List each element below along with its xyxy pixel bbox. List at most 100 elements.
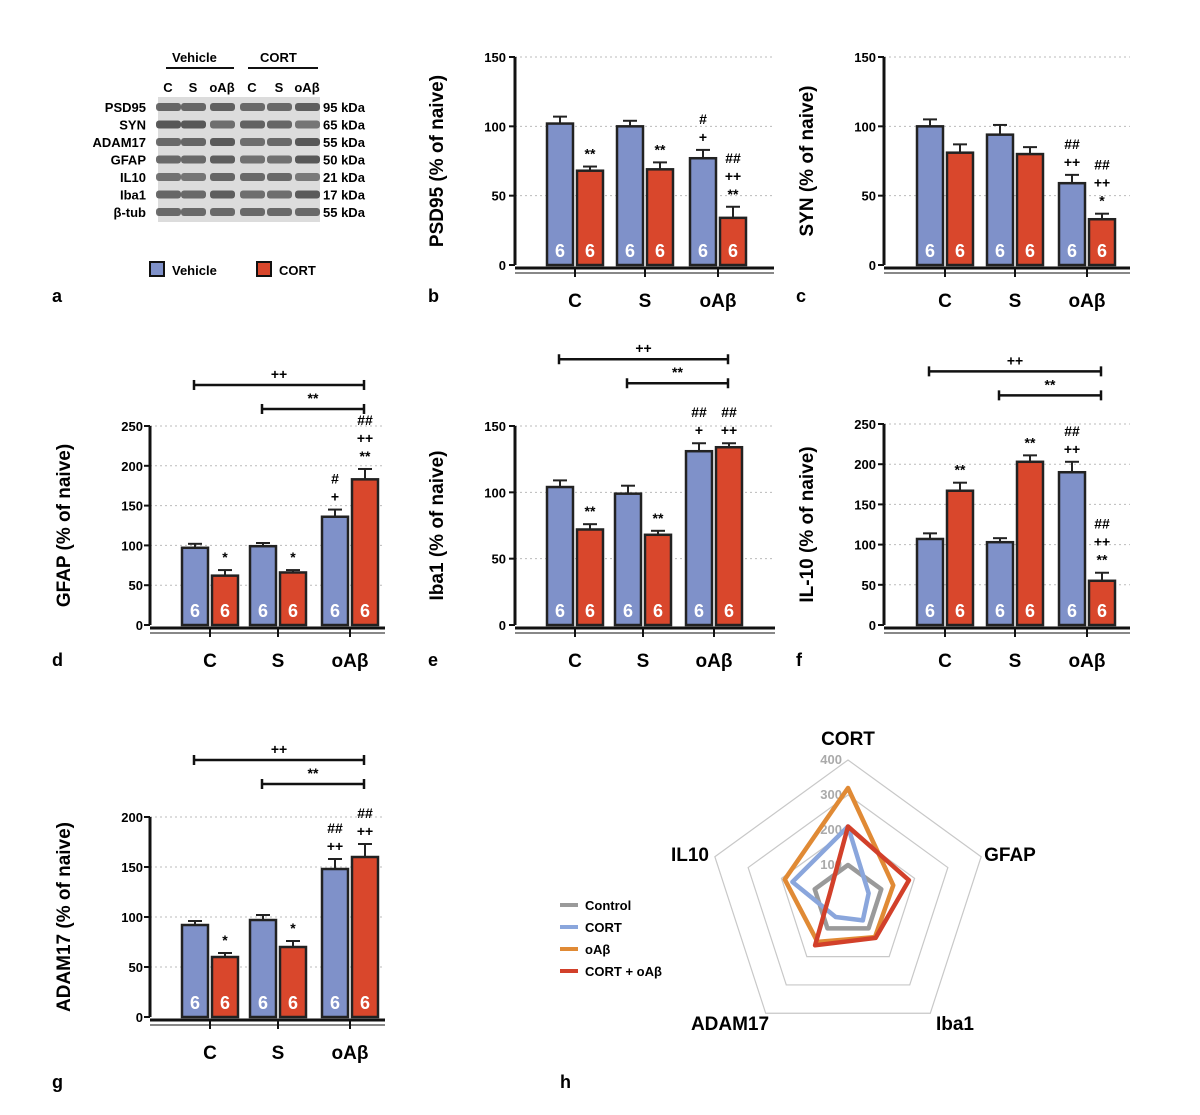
significance-label: ++ [327, 838, 343, 854]
blot-band [210, 103, 235, 111]
bar [350, 478, 380, 627]
x-tick-label: oAβ [1069, 291, 1106, 312]
x-tick-label: C [568, 651, 582, 672]
radar-legend-label: Control [585, 898, 631, 913]
bar [575, 528, 605, 627]
sample-size-label: 6 [728, 241, 738, 261]
x-tick-label: S [272, 651, 285, 672]
sample-size-label: 6 [995, 241, 1005, 261]
blot-band [240, 120, 265, 129]
x-tick-label: oAβ [696, 651, 733, 672]
significance-label: * [290, 549, 296, 565]
blot-protein-label: PSD95 [105, 100, 146, 115]
sample-size-label: 6 [288, 993, 298, 1013]
radar-legend-label: oAβ [585, 942, 610, 957]
significance-label: ## [327, 820, 343, 836]
blot-band [210, 138, 235, 146]
y-tick-label: 200 [121, 810, 143, 825]
y-tick-label: 150 [121, 499, 143, 514]
bracket-label: ++ [635, 340, 651, 356]
x-tick-label: S [639, 291, 652, 312]
sample-size-label: 6 [955, 601, 965, 621]
y-tick-label: 100 [854, 538, 876, 553]
radar-ring [747, 794, 949, 986]
significance-label: * [1099, 193, 1105, 209]
y-tick-label: 200 [854, 457, 876, 472]
blot-band [295, 190, 320, 199]
y-tick-label: 100 [121, 910, 143, 925]
y-tick-label: 0 [499, 258, 506, 273]
bar [248, 918, 278, 1019]
sample-size-label: 6 [925, 241, 935, 261]
sample-size-label: 6 [694, 601, 704, 621]
panel-label-b: b [428, 286, 439, 306]
bar [320, 515, 350, 627]
x-tick-label: C [203, 651, 217, 672]
sample-size-label: 6 [555, 241, 565, 261]
sample-size-label: 6 [555, 601, 565, 621]
significance-label: ++ [725, 168, 741, 184]
y-tick-label: 50 [492, 552, 506, 567]
blot-band [181, 103, 206, 111]
bar [915, 537, 945, 627]
y-tick-label: 250 [121, 419, 143, 434]
bar [575, 169, 605, 267]
radar-ring [714, 759, 982, 1014]
y-tick-label: 50 [129, 960, 143, 975]
significance-label: ## [691, 404, 707, 420]
y-tick-label: 200 [121, 459, 143, 474]
x-tick-label: S [1009, 651, 1022, 672]
blot-band [210, 208, 235, 216]
legend-label-cort: CORT [279, 263, 316, 278]
significance-label: * [222, 932, 228, 948]
bar [945, 489, 975, 627]
blot-band [181, 208, 206, 216]
sample-size-label: 6 [955, 241, 965, 261]
blot-band [267, 120, 292, 129]
significance-label: ** [653, 510, 664, 526]
bar [1057, 181, 1087, 267]
bar [350, 855, 380, 1019]
bracket-label: ** [308, 390, 319, 406]
y-tick-label: 100 [121, 538, 143, 553]
x-tick-label: oAβ [332, 651, 369, 672]
significance-label: ++ [721, 422, 737, 438]
radar-axis-label: GFAP [984, 845, 1036, 866]
blot-band [181, 138, 206, 146]
bracket-label: ++ [1007, 352, 1023, 368]
legend-swatch-vehicle [149, 261, 165, 277]
sample-size-label: 6 [724, 601, 734, 621]
significance-label: ## [357, 805, 373, 821]
sample-size-label: 6 [360, 993, 370, 1013]
sample-size-label: 6 [288, 601, 298, 621]
y-axis-label: IL-10 (% of naive) [797, 446, 818, 602]
bar [278, 945, 308, 1019]
blot-lane-label: oAβ [294, 80, 319, 95]
y-tick-label: 0 [136, 618, 143, 633]
y-axis-label: ADAM17 (% of naive) [54, 822, 75, 1012]
significance-label: ++ [1094, 534, 1110, 550]
panel-label-g: g [52, 1072, 63, 1092]
blot-size-label: 95 kDa [323, 100, 366, 115]
significance-label: ** [585, 503, 596, 519]
significance-label: ** [585, 146, 596, 162]
significance-label: ## [1094, 516, 1110, 532]
radar-axis-label: Iba1 [936, 1014, 974, 1035]
y-tick-label: 100 [854, 119, 876, 134]
blot-band [156, 155, 181, 164]
y-tick-label: 100 [484, 485, 506, 500]
significance-label: ** [655, 141, 666, 157]
bar [210, 574, 240, 627]
bar [320, 867, 350, 1019]
blot-band [181, 173, 206, 181]
panel-label-a: a [52, 286, 63, 306]
y-tick-label: 0 [136, 1010, 143, 1025]
bar [545, 485, 575, 627]
blot-band [156, 138, 181, 146]
blot-lane-label: oAβ [209, 80, 234, 95]
x-tick-label: S [1009, 291, 1022, 312]
